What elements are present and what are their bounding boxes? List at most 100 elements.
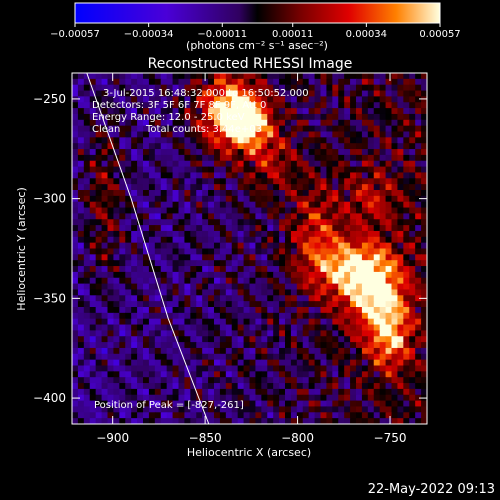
heatmap-cell <box>143 266 150 273</box>
heatmap-cell <box>89 271 97 279</box>
heatmap-cell <box>255 73 262 80</box>
heatmap-cell <box>160 84 168 92</box>
heatmap-cell <box>409 359 416 367</box>
heatmap-cell <box>361 266 369 273</box>
heatmap-cell <box>119 201 126 209</box>
heatmap-cell <box>77 289 85 296</box>
heatmap-cell <box>308 230 316 238</box>
heatmap-cell <box>190 166 197 174</box>
heatmap-cell <box>119 230 126 238</box>
heatmap-cell <box>397 371 404 378</box>
heatmap-cell <box>261 318 268 326</box>
heatmap-cell <box>267 108 274 115</box>
heatmap-cell <box>320 365 328 372</box>
heatmap-cell <box>290 178 298 185</box>
heatmap-cell <box>326 113 333 121</box>
heatmap-cell <box>314 236 322 244</box>
heatmap-cell <box>202 342 209 349</box>
heatmap-cell <box>137 283 144 291</box>
heatmap-cell <box>237 236 245 244</box>
heatmap-cell <box>148 207 156 214</box>
heatmap-cell <box>409 412 416 419</box>
heatmap-cell <box>113 371 120 378</box>
heatmap-cell <box>95 172 103 179</box>
heatmap-cell <box>196 184 203 191</box>
heatmap-cell <box>285 347 292 355</box>
heatmap-cell <box>290 248 298 255</box>
heatmap-cell <box>83 219 91 226</box>
heatmap-cell <box>172 254 180 261</box>
heatmap-cell <box>214 166 221 174</box>
heatmap-cell <box>261 277 268 285</box>
heatmap-cell <box>255 295 262 302</box>
heatmap-cell <box>273 201 280 209</box>
heatmap-cell <box>225 347 233 355</box>
heatmap-cell <box>101 172 109 179</box>
heatmap-cell <box>338 266 345 273</box>
heatmap-cell <box>332 347 339 355</box>
heatmap-cell <box>166 73 174 80</box>
heatmap-cell <box>214 312 221 320</box>
heatmap-cell <box>83 225 91 232</box>
heatmap-cell <box>243 166 251 174</box>
heatmap-cell <box>249 412 257 419</box>
heatmap-cell <box>119 336 126 343</box>
heatmap-cell <box>208 254 215 261</box>
heatmap-cell <box>131 201 138 209</box>
heatmap-cell <box>397 289 404 296</box>
heatmap-cell <box>397 312 404 320</box>
heatmap-cell <box>95 301 103 308</box>
heatmap-cell <box>338 113 345 121</box>
heatmap-cell <box>148 312 156 320</box>
heatmap-cell <box>95 330 103 337</box>
heatmap-cell <box>249 119 257 127</box>
heatmap-cell <box>190 113 197 121</box>
heatmap-cell <box>273 260 280 267</box>
heatmap-cell <box>332 102 339 109</box>
heatmap-cell <box>296 96 304 103</box>
heatmap-cell <box>421 388 427 396</box>
heatmap-cell <box>237 242 245 250</box>
heatmap-cell <box>344 149 351 156</box>
heatmap-cell <box>320 266 328 273</box>
heatmap-cell <box>143 254 150 261</box>
heatmap-cell <box>113 336 120 343</box>
heatmap-cell <box>225 242 233 250</box>
heatmap-cell <box>267 102 274 109</box>
heatmap-cell <box>113 406 120 413</box>
chart-title: Reconstructed RHESSI Image <box>148 56 353 72</box>
heatmap-cell <box>385 213 393 220</box>
heatmap-cell <box>421 160 427 168</box>
heatmap-cell <box>314 260 322 267</box>
heatmap-cell <box>107 219 115 226</box>
heatmap-cell <box>208 190 215 197</box>
heatmap-cell <box>231 400 239 408</box>
heatmap-cell <box>255 190 262 197</box>
heatmap-cell <box>95 406 103 413</box>
heatmap-cell <box>373 260 381 267</box>
heatmap-cell <box>302 166 310 174</box>
heatmap-cell <box>273 394 280 402</box>
heatmap-cell <box>421 406 427 413</box>
heatmap-cell <box>237 412 245 419</box>
heatmap-cell <box>415 307 422 314</box>
heatmap-cell <box>190 154 197 162</box>
heatmap-cell <box>219 394 227 402</box>
heatmap-cell <box>172 184 180 191</box>
heatmap-cell <box>403 73 410 80</box>
heatmap-cell <box>255 377 262 384</box>
heatmap-cell <box>421 301 427 308</box>
heatmap-cell <box>196 172 203 179</box>
heatmap-cell <box>77 283 85 291</box>
heatmap-cell <box>95 96 103 103</box>
heatmap-cell <box>101 336 109 343</box>
heatmap-cell <box>172 230 180 238</box>
heatmap-cell <box>202 190 209 197</box>
heatmap-cell <box>314 225 322 232</box>
heatmap-cell <box>356 295 363 302</box>
heatmap-cell <box>72 248 79 255</box>
heatmap-cell <box>255 195 262 203</box>
heatmap-cell <box>160 178 168 185</box>
heatmap-cell <box>350 178 357 185</box>
heatmap-cell <box>415 336 422 343</box>
